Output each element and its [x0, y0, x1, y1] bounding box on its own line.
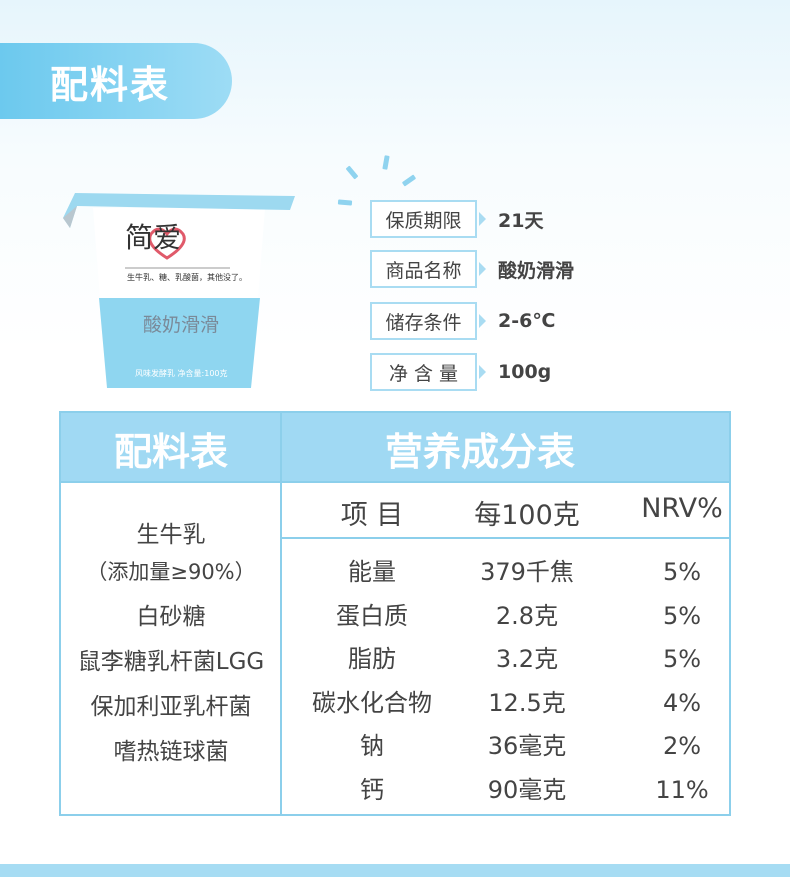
chevron-right-icon [479, 212, 486, 226]
per-100g-value: 2.8克 [495, 601, 559, 630]
sparkle-decoration [345, 165, 359, 180]
per-100g-value: 3.2克 [495, 645, 559, 673]
ingredient-note: （添加量≥90%） [86, 560, 256, 584]
table-row: 蛋白质 2.8克 5% [282, 595, 729, 639]
per-100g-value: 90毫克 [487, 775, 567, 804]
chevron-right-icon [479, 262, 486, 276]
ingredients-list: 生牛乳 （添加量≥90%） 白砂糖 鼠李糖乳杆菌LGG 保加利亚乳杆菌 嗜热链球… [61, 513, 281, 775]
column-header: 每100克 [474, 500, 580, 531]
bottom-band [0, 864, 790, 877]
info-key: 储存条件 [370, 302, 477, 340]
product-desc: 风味发酵乳 净含量:100克 [135, 369, 228, 378]
product-slogan: 生牛乳、糖、乳酸菌，其他没了。 [127, 273, 247, 282]
column-header: 项 目 [340, 500, 404, 531]
column-divider [280, 413, 282, 814]
ingredient: 鼠李糖乳杆菌LGG [77, 649, 265, 675]
nutrition-title: 营养成分表 [384, 429, 575, 474]
info-value: 2-6℃ [498, 310, 556, 332]
info-value: 100g [498, 361, 552, 383]
nutrient-name: 钙 [360, 775, 384, 804]
sparkle-decoration [337, 199, 353, 206]
product-name-on-cup: 酸奶滑滑 [143, 314, 220, 336]
nutrition-table: 配料表 营养成分表 生牛乳 （添加量≥90%） 白砂糖 鼠李糖乳杆菌LGG 保加… [59, 411, 731, 816]
nutrient-name: 蛋白质 [336, 601, 408, 630]
table-row: 钠 36毫克 2% [282, 725, 729, 769]
per-100g-value: 36毫克 [487, 732, 567, 760]
ingredient: 嗜热链球菌 [113, 739, 229, 765]
product-brand: 简爱 [125, 221, 182, 254]
ingredient: 生牛乳 [136, 522, 206, 548]
ingredient: 保加利亚乳杆菌 [90, 694, 252, 720]
info-key: 商品名称 [370, 250, 477, 288]
info-storage: 储存条件 2-6℃ [370, 302, 670, 340]
info-key: 保质期限 [370, 200, 477, 238]
info-value: 21天 [498, 209, 544, 232]
section-title-tab: 配料表 [0, 43, 232, 119]
nutrition-rows: 能量 379千焦 5% 蛋白质 2.8克 5% 脂肪 3.2克 5% 碳水化合物 12.5克 4% 钠 3… [282, 551, 729, 812]
section-title: 配料表 [50, 62, 171, 107]
ingredient: 白砂糖 [136, 604, 206, 630]
table-header: 配料表 营养成分表 [61, 413, 729, 483]
per-100g-value: 12.5克 [488, 688, 566, 717]
table-row: 能量 379千焦 5% [282, 551, 729, 595]
sparkle-decoration [382, 155, 390, 170]
info-key: 净 含 量 [370, 353, 477, 391]
nutrient-name: 能量 [348, 558, 396, 586]
sparkle-decoration [401, 174, 417, 187]
column-headers: 项 目 每100克 NRV% [282, 485, 729, 539]
column-header: NRV% [641, 493, 723, 524]
info-product-name: 商品名称 酸奶滑滑 [370, 250, 670, 288]
nutrient-name: 碳水化合物 [312, 688, 432, 717]
product-image: 简爱 生牛乳、糖、乳酸菌，其他没了。 酸奶滑滑 风味发酵乳 净含量:100克 [55, 188, 300, 398]
ingredients-title: 配料表 [113, 429, 228, 474]
nrv-value: 11% [655, 775, 709, 804]
info-shelf-life: 保质期限 21天 [370, 200, 670, 238]
info-value: 酸奶滑滑 [498, 259, 575, 282]
nrv-value: 2% [662, 732, 702, 760]
nrv-value: 5% [662, 601, 702, 630]
nrv-value: 5% [662, 645, 702, 673]
nutrient-name: 钠 [360, 732, 384, 760]
chevron-right-icon [479, 365, 486, 379]
nrv-value: 5% [662, 558, 702, 586]
per-100g-value: 379千焦 [480, 558, 574, 586]
chevron-right-icon [479, 314, 486, 328]
table-row: 钙 90毫克 11% [282, 769, 729, 813]
nrv-value: 4% [662, 688, 702, 717]
table-row: 碳水化合物 12.5克 4% [282, 682, 729, 726]
nutrient-name: 脂肪 [348, 645, 396, 673]
info-net-weight: 净 含 量 100g [370, 353, 670, 391]
table-row: 脂肪 3.2克 5% [282, 638, 729, 682]
